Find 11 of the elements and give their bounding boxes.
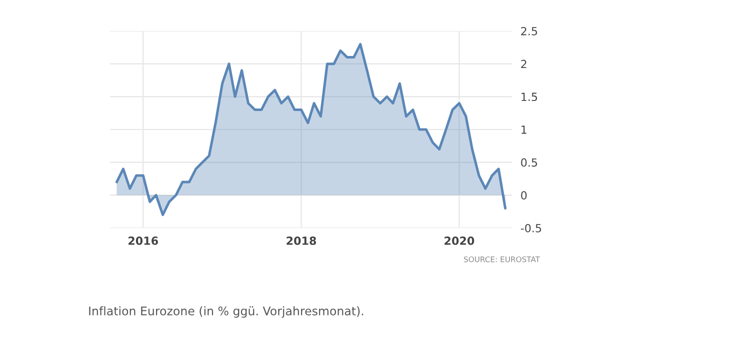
y-tick-label: 0 <box>521 191 527 200</box>
y-tick-label: -0.5 <box>520 224 542 232</box>
y-tick-label: 2.5 <box>521 26 538 36</box>
text: Inflation Eurozone (in % ggü. Vorjahresmonat). <box>89 306 364 318</box>
y-tick-label: 2 <box>521 60 526 68</box>
y-tick-label: 1.5 <box>522 92 538 102</box>
y-tick-label: 0.5 <box>521 158 538 167</box>
x-tick-label: 2016 <box>128 236 158 245</box>
y-tick-label: 1 <box>522 126 526 134</box>
x-tick-label: 2018 <box>286 236 316 245</box>
x-tick-label: 2020 <box>444 236 474 245</box>
